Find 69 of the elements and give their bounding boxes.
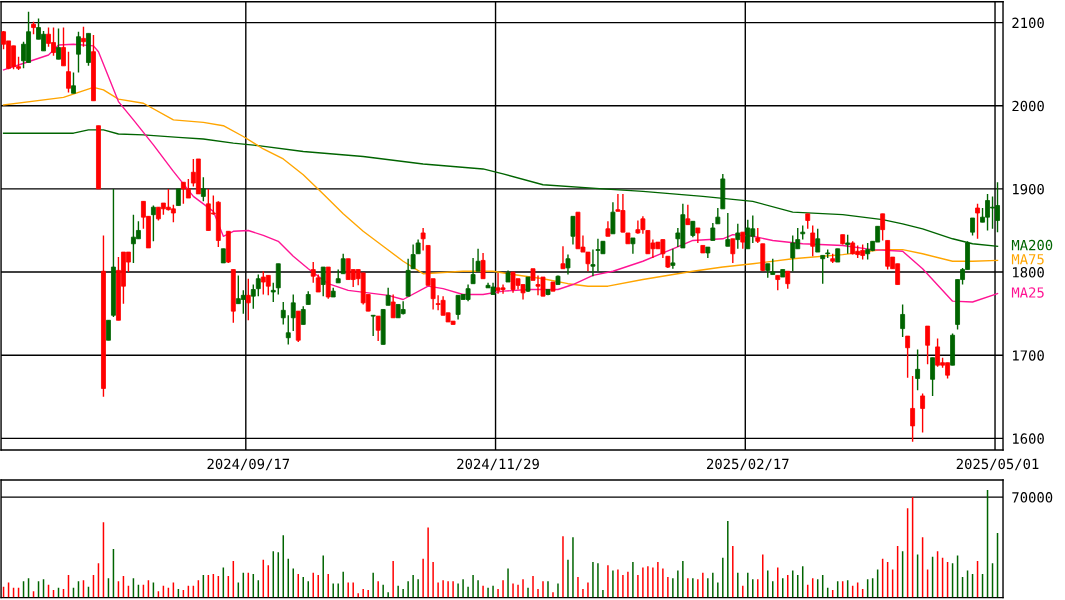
x-tick-label: 2024/09/17	[207, 458, 290, 471]
candlestick	[915, 348, 921, 391]
candlestick	[310, 261, 316, 284]
candlestick	[975, 203, 980, 240]
candlestick	[370, 314, 376, 337]
candlestick	[610, 201, 616, 235]
candlestick	[76, 31, 81, 74]
candlestick	[106, 319, 111, 341]
candlestick	[725, 212, 731, 247]
candlestick	[200, 176, 206, 203]
candlestick	[255, 273, 261, 297]
candlestick	[930, 357, 936, 397]
candlestick	[905, 335, 911, 379]
candlestick	[300, 305, 306, 326]
series-label: MA75	[1011, 254, 1044, 265]
candlestick	[320, 266, 326, 297]
y-tick-label: 2100	[1012, 17, 1044, 29]
candlestick	[56, 27, 61, 60]
candlestick	[900, 303, 906, 338]
candlestick	[250, 283, 256, 310]
candlestick	[475, 248, 481, 272]
candlestick	[245, 278, 251, 321]
candlestick	[910, 375, 916, 443]
candlestick	[820, 254, 826, 285]
candlestick	[455, 294, 461, 321]
x-tick-label: 2024/11/29	[457, 458, 539, 471]
candlestick	[670, 248, 676, 270]
candlestick	[815, 228, 821, 253]
candlestick	[470, 257, 476, 285]
candlestick	[790, 234, 796, 272]
candlestick	[285, 314, 291, 346]
y-tick-label: 1800	[1013, 267, 1044, 278]
candlestick	[565, 253, 571, 276]
candlestick	[61, 26, 66, 67]
candlestick	[735, 223, 741, 250]
y-tick-label: 1700	[1013, 350, 1044, 361]
candlestick	[81, 26, 86, 48]
candlestick	[920, 392, 926, 434]
candlestick	[685, 204, 691, 226]
series-label: MA25	[1011, 287, 1044, 298]
candlestick	[925, 325, 931, 366]
candlestick	[390, 293, 396, 319]
series-label: MA200	[1011, 239, 1053, 251]
x-tick-label: 2025/05/01	[956, 458, 1039, 471]
candlestick	[270, 282, 276, 303]
candlestick	[280, 301, 286, 326]
y-tick-label: 70000	[1012, 492, 1053, 503]
candlestick	[730, 238, 736, 264]
candlestick	[570, 215, 576, 246]
candlestick	[810, 224, 816, 257]
candlestick	[745, 218, 751, 250]
y-tick-label: 1600	[1013, 433, 1044, 444]
candlestick	[265, 274, 271, 297]
x-tick-label: 2025/02/17	[707, 458, 789, 471]
candlestick	[71, 71, 76, 94]
candlestick	[240, 289, 246, 315]
candlestick	[66, 50, 71, 94]
candlestick	[480, 252, 486, 280]
candlestick	[290, 293, 296, 332]
candlestick	[375, 315, 381, 342]
candlestick	[340, 253, 346, 275]
candlestick	[845, 233, 851, 255]
candlestick	[630, 237, 636, 255]
y-tick-label: 1900	[1013, 183, 1044, 195]
candlestick	[185, 178, 191, 199]
candlestick	[880, 213, 886, 242]
y-tick-label: 2000	[1012, 100, 1044, 112]
candlestick	[150, 204, 156, 242]
candlestick	[560, 245, 566, 270]
